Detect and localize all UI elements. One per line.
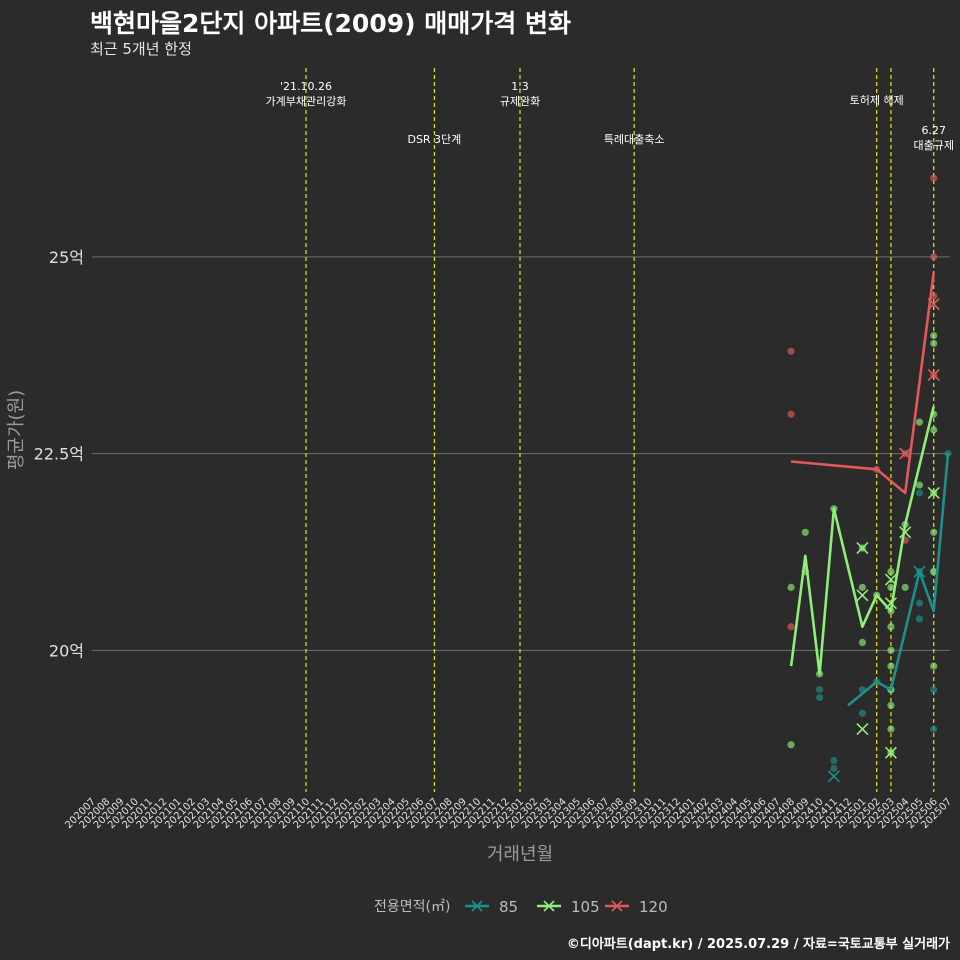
data-point-120 <box>787 623 795 631</box>
data-point-85 <box>830 764 838 772</box>
data-point-105 <box>887 568 895 576</box>
data-point-120 <box>930 174 938 182</box>
legend-entry-120: 120 <box>605 898 668 916</box>
y-tick-label: 20억 <box>49 641 84 660</box>
data-point-85 <box>915 599 924 607</box>
data-point-105 <box>930 426 938 434</box>
data-point-105 <box>930 331 938 340</box>
event-label: 1.3 규제완화 <box>500 80 540 108</box>
cross-marker-105 <box>884 573 897 586</box>
data-point-85 <box>816 686 824 694</box>
data-point-105 <box>858 583 867 591</box>
legend-entry-85: 85 <box>465 898 518 916</box>
y-axis-title: 평균가(원) <box>6 390 27 470</box>
data-point-105 <box>930 662 938 670</box>
data-point-105 <box>887 623 895 631</box>
series-line-105 <box>789 406 935 676</box>
data-point-105 <box>787 741 795 749</box>
data-point-105 <box>930 568 938 576</box>
data-point-85 <box>915 615 924 623</box>
data-point-85 <box>816 693 824 702</box>
event-label: DSR 3단계 <box>407 133 461 146</box>
source-caption: ©디아파트(dapt.kr) / 2025.07.29 / 자료=국토교통부 실… <box>566 937 950 952</box>
event-label: 6.27 대출규제 <box>913 124 953 152</box>
legend-swatch-cross <box>471 900 483 912</box>
data-point-105 <box>915 481 924 489</box>
legend-swatch-cross <box>543 900 555 912</box>
data-point-105 <box>887 662 895 670</box>
data-point-105 <box>901 583 909 591</box>
data-point-85 <box>930 686 938 694</box>
data-point-85 <box>915 489 924 497</box>
event-label: '21.10.26 가계부채관리강화 <box>266 80 347 108</box>
data-point-105 <box>787 583 795 591</box>
legend-label: 120 <box>639 898 668 916</box>
cross-marker-105 <box>899 526 912 539</box>
chart-subtitle: 최근 5개년 한정 <box>90 40 192 58</box>
legend-swatch-cross <box>611 900 623 912</box>
data-point-85 <box>930 725 938 733</box>
data-point-105 <box>915 418 924 426</box>
event-label: 특례대출축소 <box>604 133 665 146</box>
data-point-105 <box>887 701 895 710</box>
cross-marker-85 <box>913 565 926 578</box>
data-point-85 <box>858 709 867 717</box>
cross-marker-105 <box>856 541 869 555</box>
legend-title: 전용면적(㎡) <box>374 899 450 915</box>
data-point-105 <box>801 528 809 536</box>
cross-marker-120 <box>899 447 912 460</box>
cross-marker-120 <box>927 298 940 311</box>
data-point-120 <box>787 347 795 355</box>
data-point-105 <box>930 528 938 536</box>
cross-marker-105 <box>856 722 869 736</box>
x-axis-title: 거래년월 <box>487 844 553 865</box>
cross-marker-105 <box>927 486 940 500</box>
chart-title: 백현마을2단지 아파트(2009) 매매가격 변화 <box>90 9 571 38</box>
legend-label: 85 <box>499 898 518 916</box>
data-point-120 <box>787 410 795 418</box>
cross-marker-85 <box>827 770 840 783</box>
y-tick-label: 22.5억 <box>34 445 84 464</box>
legend-label: 105 <box>571 898 600 916</box>
cross-marker-105 <box>884 597 897 610</box>
y-tick-label: 25억 <box>49 248 84 267</box>
data-point-85 <box>830 756 838 765</box>
data-point-120 <box>930 253 938 261</box>
data-point-105 <box>930 339 938 348</box>
data-point-105 <box>887 646 895 654</box>
event-label: 토허제 해제 <box>850 93 904 107</box>
legend-entry-105: 105 <box>537 898 600 916</box>
cross-marker-105 <box>884 746 897 759</box>
series-line-85 <box>847 453 950 707</box>
cross-marker-120 <box>927 368 940 381</box>
series-line-120 <box>790 272 935 495</box>
data-point-105 <box>887 725 895 733</box>
cross-marker-105 <box>856 589 869 602</box>
data-point-105 <box>858 638 867 647</box>
data-point-105 <box>887 583 895 591</box>
